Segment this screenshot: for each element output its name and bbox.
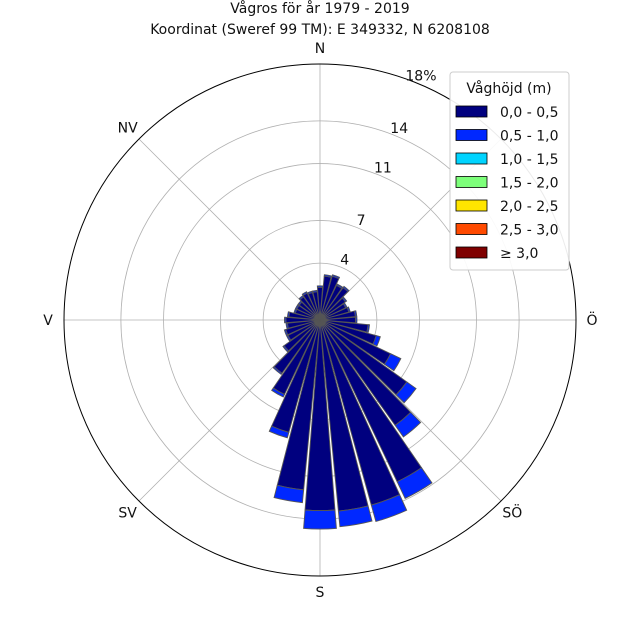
legend-swatch-4 (455, 176, 488, 188)
bar-sector-10-bin-2 (323, 274, 332, 278)
radial-tick-labels: 4 7 11 14 18% (340, 68, 436, 268)
rose-bars (268, 274, 433, 530)
radial-tick-label-5: 18% (405, 68, 436, 84)
legend-label-3: 1,0 - 1,5 (500, 152, 558, 168)
legend-label-2: 0,5 - 1,0 (500, 129, 558, 145)
bar-sector-120-bin-2 (383, 353, 402, 372)
bar-sector-200-bin-2 (268, 425, 290, 439)
bar-sector-330-bin-2 (301, 291, 308, 297)
bar-sector-30-bin-2 (335, 283, 344, 289)
grid-spoke-8 (138, 138, 321, 321)
legend-title: Våghöjd (m) (466, 80, 551, 97)
legend-swatch-5 (455, 199, 488, 212)
bar-sector-190-bin-2 (273, 484, 305, 504)
bar-sector-70-bin-2 (346, 306, 351, 313)
bar-sector-60-bin-2 (342, 302, 348, 309)
direction-labels: N NV V SV S SÖ Ö (43, 41, 597, 601)
bar-sector-250-bin-2 (283, 328, 289, 336)
bar-sector-150-bin-2 (396, 467, 433, 500)
bar-sector-340-bin-2 (307, 290, 313, 295)
bar-sector-270-bin-2 (283, 316, 287, 324)
bar-sector-210-bin-2 (271, 387, 286, 398)
bar-sector-180-bin-2 (303, 509, 337, 530)
legend-swatch-3 (455, 152, 488, 165)
legend-label-4: 1,5 - 2,0 (500, 176, 558, 192)
bar-sector-80-bin-2 (353, 310, 358, 318)
legend-items: 0,0 - 0,5 0,5 - 1,0 1,0 - 1,5 1,5 - 2,0 2,0 … (455, 105, 558, 262)
direction-label-4: SV (118, 505, 137, 521)
bar-sector-140-bin-2 (394, 411, 422, 438)
radial-tick-label-4: 14 (390, 121, 408, 137)
bar-sector-170-bin-2 (337, 505, 373, 528)
bar-sector-230-bin-2 (282, 344, 290, 353)
bar-sector-100-bin-2 (366, 324, 371, 334)
direction-label-1: N (315, 41, 325, 57)
direction-label-2: NV (118, 121, 138, 137)
bar-sector-50-bin-2 (341, 296, 348, 303)
bar-sector-350-bin-2 (311, 289, 318, 294)
direction-label-6: SÖ (502, 503, 522, 521)
bar-sector-310-bin-2 (297, 300, 303, 306)
bar-sector-290-bin-2 (293, 308, 298, 314)
chart-subtitle: Koordinat (Sweref 99 TM): E 349332, N 62… (150, 22, 490, 38)
legend-label-1: 0,0 - 0,5 (500, 105, 558, 121)
bar-sector-240-bin-2 (286, 334, 292, 342)
bar-sector-110-bin-2 (372, 335, 381, 347)
direction-label-7: Ö (586, 311, 597, 329)
radial-tick-label-3: 11 (374, 160, 392, 176)
bar-sector-280-bin-2 (286, 311, 291, 318)
bar-sector-40-bin-2 (342, 285, 350, 293)
bar-sector-90-bin-2 (354, 316, 358, 324)
radial-tick-label-1: 4 (340, 252, 349, 268)
bar-sector-0-bin-2 (316, 285, 324, 288)
bar-sector-130-bin-2 (395, 381, 417, 404)
legend-swatch-7 (455, 246, 488, 259)
legend-label-7: ≥ 3,0 (500, 246, 538, 262)
chart-title: Vågros för år 1979 - 2019 (230, 0, 409, 17)
legend-swatch-1 (455, 105, 488, 118)
legend-label-5: 2,0 - 2,5 (500, 199, 558, 215)
legend: Våghöjd (m) 0,0 - 0,5 0,5 - 1,0 1,0 - 1,5 1… (449, 71, 570, 271)
polar-outline (63, 63, 577, 577)
legend-swatch-6 (455, 223, 488, 235)
bar-sector-300-bin-2 (295, 304, 300, 310)
legend-frame (449, 71, 570, 271)
bar-sector-260-bin-2 (285, 322, 289, 330)
direction-label-5: S (316, 585, 325, 601)
bar-sector-220-bin-2 (272, 366, 283, 376)
bar-sector-320-bin-2 (298, 295, 305, 301)
radial-tick-label-2: 7 (357, 213, 366, 229)
bar-sector-20-bin-2 (331, 274, 341, 280)
bar-sector-160-bin-2 (370, 494, 408, 523)
legend-label-6: 2,5 - 3,0 (500, 223, 558, 239)
direction-label-3: V (43, 313, 53, 329)
legend-swatch-2 (455, 129, 488, 141)
